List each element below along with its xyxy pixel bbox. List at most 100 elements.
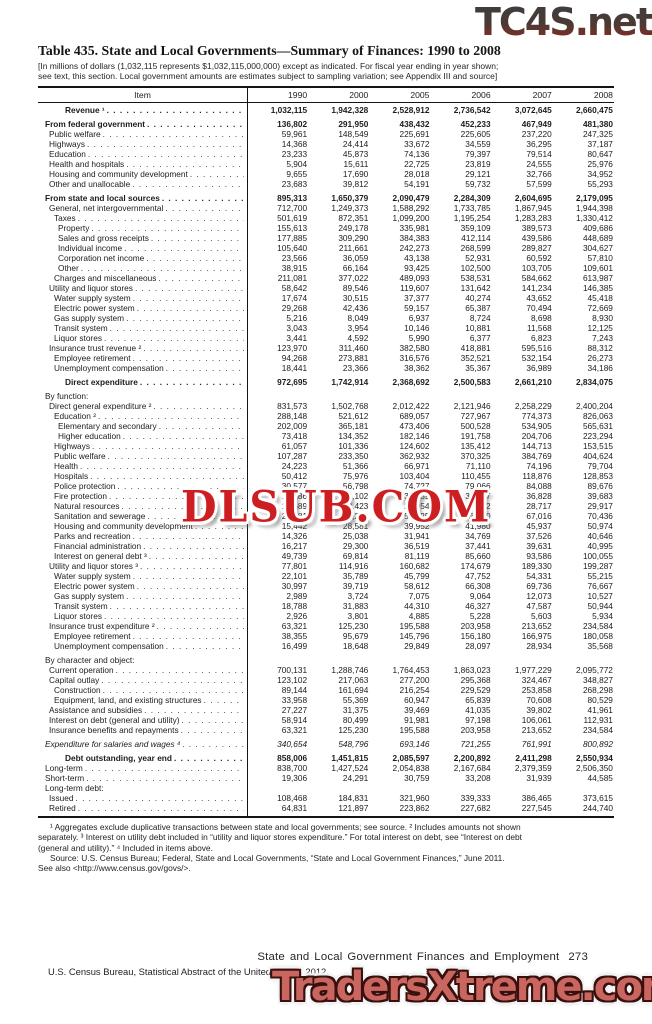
- value-cell: 12,125: [587, 323, 613, 333]
- value-cell: 28,717: [526, 501, 552, 511]
- value-cell: 59,961: [281, 129, 308, 139]
- item-label-text: Current operation: [49, 665, 114, 675]
- value-cell: 532,154: [521, 353, 552, 363]
- value-cell: 309,290: [338, 233, 369, 243]
- item-label: Equipment, land, and existing structures: [38, 695, 247, 705]
- value-cell: 23,366: [342, 363, 369, 373]
- value-cell: 32,766: [526, 169, 552, 179]
- value-cell: 65,387: [465, 303, 491, 313]
- item-label: Police protection: [38, 481, 247, 491]
- value-cell: 895,313: [277, 193, 308, 203]
- item-label-text: Retired: [49, 803, 76, 813]
- item-label-text: Direct expenditure: [65, 377, 138, 387]
- table-row: Charges and miscellaneous 211,081 377,022 4…: [38, 273, 614, 283]
- value-cell: 114,916: [338, 561, 369, 571]
- value-cell: 66,971: [404, 461, 430, 471]
- value-cell: 16,217: [281, 541, 308, 551]
- value-cell: 108,468: [277, 793, 308, 803]
- value-cell: 370,325: [460, 451, 491, 461]
- value-cell: 156,180: [460, 631, 491, 641]
- item-label-text: Other and unallocable: [49, 179, 131, 189]
- value-cell: 61,057: [281, 441, 308, 451]
- value-cell: 229,529: [460, 685, 491, 695]
- value-cell: 45,937: [526, 521, 552, 531]
- value-cell: 195,588: [399, 725, 430, 735]
- leader-dots: [137, 581, 244, 591]
- running-head: State and Local Government Finances and …: [0, 951, 588, 964]
- value-cell: 103,705: [521, 263, 552, 273]
- value-cell: 107,287: [277, 451, 308, 461]
- table-row: From federal government 136,802 291,950 438…: [38, 119, 614, 129]
- value-cell: 439,586: [521, 233, 552, 243]
- column-header-item: Item: [134, 90, 151, 100]
- item-label: Electric power system: [38, 303, 247, 313]
- item-label: Highways: [38, 139, 247, 149]
- leader-dots: [80, 461, 244, 471]
- table-row: Hospitals 50,412 75,976 103,404 110,455 118,8…: [38, 471, 614, 481]
- item-label: Liquor stores: [38, 333, 247, 343]
- value-cell: 18,648: [342, 641, 369, 651]
- item-label-text: Highways: [54, 441, 90, 451]
- running-head-text: State and Local Government Finances and …: [257, 951, 560, 963]
- item-label: Health: [38, 461, 247, 471]
- table-row: Fire protection 13,186 23,102 31,439 34,167 3…: [38, 491, 614, 501]
- value-cell: 40,646: [587, 531, 613, 541]
- value-cell: 160,682: [399, 561, 430, 571]
- leader-dots: [116, 665, 244, 675]
- value-cell: 27,227: [281, 705, 308, 715]
- item-label: Gas supply system: [38, 313, 247, 323]
- item-label-text: Liquor stores: [54, 611, 102, 621]
- value-cell: 24,414: [342, 139, 369, 149]
- table-row: Transit system 18,788 31,883 44,310 46,327 47…: [38, 601, 614, 611]
- table-row: Unemployment compensation 16,499 18,648 29,…: [38, 641, 614, 651]
- value-cell: 211,661: [338, 243, 369, 253]
- value-cell: 273,881: [338, 353, 369, 363]
- value-cell: 23,981: [281, 511, 308, 521]
- item-label: Employee retirement: [38, 353, 247, 363]
- value-cell: 28,097: [465, 641, 491, 651]
- item-label: Construction: [38, 685, 247, 695]
- table-row: Short-term 19,306 24,291 30,759 33,208 31,939…: [38, 773, 614, 783]
- value-cell: 80,499: [342, 715, 369, 725]
- leader-dots: [126, 591, 244, 601]
- item-label-text: Unemployment compensation: [54, 363, 164, 373]
- item-label-text: Utility and liquor stores: [49, 283, 133, 293]
- leader-dots: [151, 233, 244, 243]
- value-cell: 831,573: [277, 401, 308, 411]
- value-cell: 14,326: [281, 531, 308, 541]
- item-label-text: Interest on debt (general and utility): [49, 715, 180, 725]
- item-label: By function:: [38, 391, 247, 401]
- item-label: Financial administration: [38, 541, 247, 551]
- value-cell: 40,995: [587, 541, 613, 551]
- value-cell: 227,545: [521, 803, 552, 813]
- value-cell: 39,631: [526, 541, 552, 551]
- value-cell: 2,834,075: [576, 377, 613, 387]
- leader-dots: [108, 451, 244, 461]
- value-cell: 85,660: [465, 551, 491, 561]
- value-cell: 31,883: [342, 601, 369, 611]
- value-cell: 481,380: [582, 119, 613, 129]
- value-cell: 1,944,398: [576, 203, 613, 213]
- value-cell: 1,863,023: [453, 665, 491, 675]
- value-cell: 18,441: [281, 363, 308, 373]
- value-cell: 29,849: [404, 641, 430, 651]
- value-cell: 36,989: [526, 363, 552, 373]
- value-cell: 3,801: [347, 611, 369, 621]
- value-cell: 63,321: [281, 725, 308, 735]
- value-cell: 50,974: [587, 521, 613, 531]
- value-cell: 60,947: [404, 695, 430, 705]
- value-cell: 227,682: [460, 803, 491, 813]
- value-cell: 88,312: [587, 343, 613, 353]
- table-row: Equipment, land, and existing structures…: [38, 695, 614, 705]
- table-row: Insurance trust revenue ² 123,970 311,460 3…: [38, 343, 614, 353]
- value-cell: 29,268: [281, 303, 308, 313]
- leader-dots: [133, 571, 244, 581]
- value-cell: 182,146: [399, 431, 430, 441]
- item-label-text: Electric power system: [54, 303, 135, 313]
- column-header-year: 1990: [288, 90, 308, 100]
- table-row: Issued 108,468 184,831 321,960 339,333 386,46…: [38, 793, 614, 803]
- value-cell: 548,796: [338, 739, 369, 749]
- item-label: Natural resources: [38, 501, 247, 511]
- value-cell: 203,958: [460, 621, 491, 631]
- leader-dots: [98, 411, 244, 421]
